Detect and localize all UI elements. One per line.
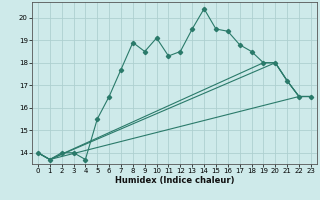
X-axis label: Humidex (Indice chaleur): Humidex (Indice chaleur): [115, 176, 234, 185]
